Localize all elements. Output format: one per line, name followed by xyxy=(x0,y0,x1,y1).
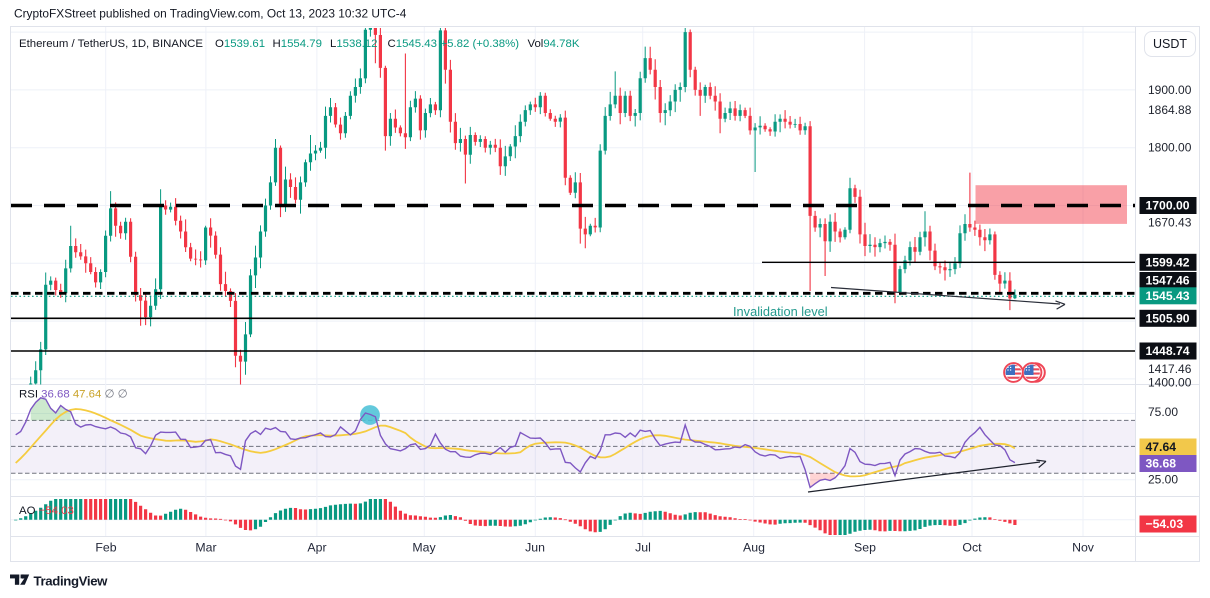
svg-text:Apr: Apr xyxy=(307,541,326,555)
svg-text:O1539.61: O1539.61 xyxy=(215,38,265,50)
svg-text:Vol94.78K: Vol94.78K xyxy=(528,38,580,50)
svg-text:Jun: Jun xyxy=(525,541,545,555)
svg-text:75.00: 75.00 xyxy=(1148,405,1178,419)
svg-text:Mar: Mar xyxy=(195,541,216,555)
svg-text:1417.46: 1417.46 xyxy=(1148,362,1192,376)
svg-text:CryptoFXStreet published on Tr: CryptoFXStreet published on TradingView.… xyxy=(14,7,407,21)
svg-text:1505.90: 1505.90 xyxy=(1146,312,1190,326)
svg-text:47.64: 47.64 xyxy=(1146,440,1177,454)
svg-text:1545.43: 1545.43 xyxy=(1146,289,1190,303)
svg-text:Invalidation level: Invalidation level xyxy=(733,304,828,319)
svg-text:L1538.12: L1538.12 xyxy=(330,38,378,50)
svg-text:Oct: Oct xyxy=(962,541,982,555)
svg-text:25.00: 25.00 xyxy=(1148,473,1178,487)
svg-text:1448.74: 1448.74 xyxy=(1146,344,1190,358)
svg-text:1599.42: 1599.42 xyxy=(1146,256,1190,270)
svg-text:H1554.79: H1554.79 xyxy=(273,38,322,50)
svg-text:TradingView: TradingView xyxy=(34,574,109,589)
svg-text:1400.00: 1400.00 xyxy=(1148,376,1192,390)
svg-text:−54.03: −54.03 xyxy=(1146,517,1184,531)
svg-text:1670.43: 1670.43 xyxy=(1148,216,1192,230)
svg-text:Nov: Nov xyxy=(1072,541,1095,555)
svg-text:Aug: Aug xyxy=(743,541,765,555)
svg-text:1700.00: 1700.00 xyxy=(1146,199,1190,213)
svg-text:RSI 36.68 47.64 ∅ ∅: RSI 36.68 47.64 ∅ ∅ xyxy=(19,389,128,401)
svg-text:1547.46: 1547.46 xyxy=(1146,274,1190,288)
svg-text:Feb: Feb xyxy=(95,541,116,555)
svg-text:Ethereum / TetherUS, 1D, BINAN: Ethereum / TetherUS, 1D, BINANCE xyxy=(19,38,203,50)
svg-text:1864.88: 1864.88 xyxy=(1148,103,1192,117)
svg-text:May: May xyxy=(412,541,436,555)
svg-text:Sep: Sep xyxy=(854,541,876,555)
svg-text:USDT: USDT xyxy=(1153,37,1187,51)
svg-text:C1545.43: C1545.43 xyxy=(388,38,437,50)
svg-text:+5.82 (+0.38%): +5.82 (+0.38%) xyxy=(441,38,520,50)
svg-text:36.68: 36.68 xyxy=(1146,457,1177,471)
svg-text:1900.00: 1900.00 xyxy=(1148,83,1192,97)
svg-text:Jul: Jul xyxy=(635,541,651,555)
svg-text:1800.00: 1800.00 xyxy=(1148,141,1192,155)
svg-text:AO −54.03: AO −54.03 xyxy=(19,505,74,517)
